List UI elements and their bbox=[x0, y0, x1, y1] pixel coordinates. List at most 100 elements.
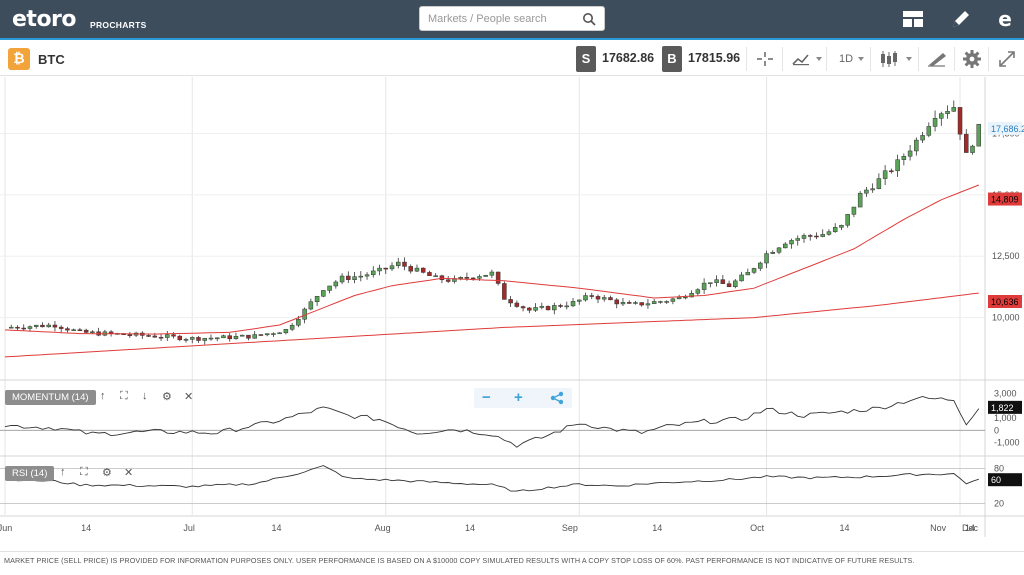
bull-candle bbox=[695, 289, 701, 294]
close-icon[interactable]: ✕ bbox=[184, 391, 194, 403]
chart-area[interactable]: 17,50015,00012,50010,00017,686.2414,8091… bbox=[0, 77, 1024, 550]
bear-candle bbox=[108, 331, 114, 334]
bear-candle bbox=[626, 302, 632, 304]
bull-candle bbox=[208, 337, 214, 340]
bear-candle bbox=[58, 326, 64, 329]
bear-candle bbox=[614, 299, 619, 305]
bear-candle bbox=[527, 307, 532, 311]
bull-candle bbox=[701, 282, 707, 290]
chevron-down-icon bbox=[816, 57, 822, 61]
footer: MARKET PRICE (SELL PRICE) IS PROVIDED FO… bbox=[0, 551, 1024, 575]
maximize-panel-icon[interactable]: ⛶ bbox=[120, 390, 128, 402]
rsi-label[interactable]: RSI (14) bbox=[5, 466, 55, 481]
bull-candle bbox=[477, 276, 482, 279]
momentum-label[interactable]: MOMENTUM (14) bbox=[5, 390, 96, 405]
time-tick-label: 14 bbox=[465, 523, 475, 533]
bear-candle bbox=[720, 279, 726, 284]
bull-candle bbox=[620, 302, 626, 305]
bear-candle bbox=[502, 283, 507, 300]
bull-candle bbox=[33, 324, 39, 327]
ma-long-tag: 10,636 bbox=[991, 297, 1019, 307]
search-box[interactable] bbox=[419, 6, 605, 31]
bull-candle bbox=[789, 240, 794, 245]
bull-candle bbox=[601, 297, 607, 300]
bull-candle bbox=[271, 333, 276, 335]
zoom-out-button[interactable]: − bbox=[482, 389, 491, 406]
timeframe-button[interactable]: 1D bbox=[826, 47, 870, 71]
pencil-icon[interactable] bbox=[948, 7, 974, 31]
bear-candle bbox=[439, 275, 445, 281]
bull-candle bbox=[221, 335, 226, 339]
bull-candle bbox=[289, 324, 295, 330]
bull-candle bbox=[190, 337, 195, 340]
maximize-panel-icon[interactable]: ⛶ bbox=[80, 466, 88, 478]
search-icon[interactable] bbox=[582, 12, 596, 26]
bull-candle bbox=[658, 301, 663, 303]
close-icon[interactable]: ✕ bbox=[124, 467, 134, 479]
bull-candle bbox=[27, 326, 33, 329]
bull-candle bbox=[433, 275, 438, 277]
bull-candle bbox=[939, 113, 944, 119]
time-tick-label: 14 bbox=[272, 523, 282, 533]
bitcoin-icon: ₿ bbox=[8, 48, 30, 70]
bear-candle bbox=[889, 170, 894, 173]
current-price-tag-bg bbox=[988, 121, 1022, 135]
bear-candle bbox=[65, 328, 70, 331]
bear-candle bbox=[15, 326, 20, 329]
search-input[interactable] bbox=[428, 11, 578, 27]
bull-candle bbox=[864, 189, 869, 194]
momentum-tick-label: -1,000 bbox=[994, 438, 1020, 448]
indicators-button[interactable] bbox=[870, 47, 918, 71]
bull-candle bbox=[832, 227, 838, 232]
bear-candle bbox=[608, 297, 613, 301]
etoro-e-icon[interactable]: e bbox=[992, 7, 1018, 31]
layout-icon[interactable] bbox=[900, 7, 926, 31]
etoro-logo[interactable]: etoro bbox=[12, 7, 77, 32]
bull-candle bbox=[820, 234, 825, 237]
zoom-in-button[interactable]: + bbox=[514, 389, 523, 406]
move-up-icon[interactable]: ↑ bbox=[60, 466, 66, 478]
share-icon[interactable] bbox=[550, 391, 564, 405]
bear-candle bbox=[227, 335, 232, 340]
bear-candle bbox=[21, 327, 26, 330]
rsi-current-tag-bg bbox=[988, 473, 1022, 487]
gear-icon[interactable]: ⚙ bbox=[102, 467, 112, 479]
bear-candle bbox=[807, 235, 813, 237]
chevron-down-icon bbox=[906, 57, 912, 61]
bull-candle bbox=[857, 192, 863, 208]
bull-candle bbox=[633, 302, 638, 304]
bull-candle bbox=[333, 281, 339, 287]
bull-candle bbox=[414, 267, 420, 272]
drawing-tools-button[interactable] bbox=[918, 47, 954, 71]
price-chart[interactable]: 17,50015,00012,50010,00017,686.2414,8091… bbox=[0, 77, 1024, 550]
time-tick-label: Dec bbox=[962, 523, 979, 533]
bull-candle bbox=[321, 290, 326, 297]
move-up-icon[interactable]: ↑ bbox=[100, 390, 106, 402]
bear-candle bbox=[346, 275, 351, 280]
momentum-current-tag-bg bbox=[988, 400, 1022, 414]
chart-type-button[interactable] bbox=[782, 47, 826, 71]
bull-candle bbox=[395, 261, 401, 266]
crosshair-button[interactable] bbox=[746, 47, 782, 71]
fullscreen-button[interactable] bbox=[988, 47, 1024, 71]
bull-candle bbox=[664, 301, 669, 303]
bull-candle bbox=[296, 318, 301, 326]
buy-price-button[interactable]: B 17815.96 bbox=[662, 46, 742, 72]
bull-candle bbox=[71, 329, 76, 331]
bull-candle bbox=[570, 301, 576, 307]
bear-candle bbox=[495, 271, 501, 284]
settings-button[interactable] bbox=[954, 47, 988, 71]
chevron-down-icon bbox=[858, 57, 864, 61]
move-down-icon[interactable]: ↓ bbox=[142, 390, 148, 402]
momentum-current-tag: 1,822 bbox=[991, 403, 1014, 413]
bull-candle bbox=[165, 334, 170, 338]
bull-candle bbox=[389, 265, 395, 270]
buy-label: B bbox=[662, 46, 682, 72]
bull-candle bbox=[308, 301, 314, 310]
bull-candle bbox=[458, 277, 463, 279]
moving-average-short bbox=[4, 184, 979, 335]
gear-icon[interactable]: ⚙ bbox=[162, 391, 172, 403]
sell-price-button[interactable]: S 17682.86 bbox=[576, 46, 656, 72]
candles-icon bbox=[881, 51, 897, 67]
time-tick-label: Oct bbox=[750, 523, 765, 533]
